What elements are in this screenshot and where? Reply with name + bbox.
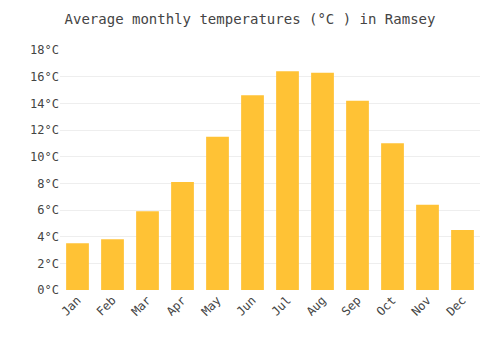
svg-text:Apr: Apr (164, 293, 189, 318)
svg-text:8°C: 8°C (37, 177, 59, 191)
svg-text:Jan: Jan (59, 293, 84, 318)
svg-text:Nov: Nov (409, 293, 434, 318)
svg-text:18°C: 18°C (30, 43, 59, 57)
svg-text:14°C: 14°C (30, 97, 59, 111)
svg-text:Feb: Feb (94, 293, 119, 318)
svg-text:Oct: Oct (374, 293, 399, 318)
svg-text:0°C: 0°C (37, 283, 59, 297)
svg-text:16°C: 16°C (30, 70, 59, 84)
svg-text:6°C: 6°C (37, 203, 59, 217)
svg-text:Dec: Dec (444, 293, 469, 318)
svg-text:2°C: 2°C (37, 257, 59, 271)
svg-text:Aug: Aug (304, 293, 329, 318)
svg-text:Mar: Mar (129, 293, 154, 318)
svg-text:Jul: Jul (269, 293, 294, 318)
svg-text:Jun: Jun (234, 293, 259, 318)
svg-text:May: May (199, 293, 224, 318)
svg-text:4°C: 4°C (37, 230, 59, 244)
svg-text:Sep: Sep (339, 293, 364, 318)
svg-text:Average monthly temperatures (: Average monthly temperatures (°C ) in Ra… (65, 11, 436, 27)
svg-text:10°C: 10°C (30, 150, 59, 164)
svg-text:12°C: 12°C (30, 123, 59, 137)
